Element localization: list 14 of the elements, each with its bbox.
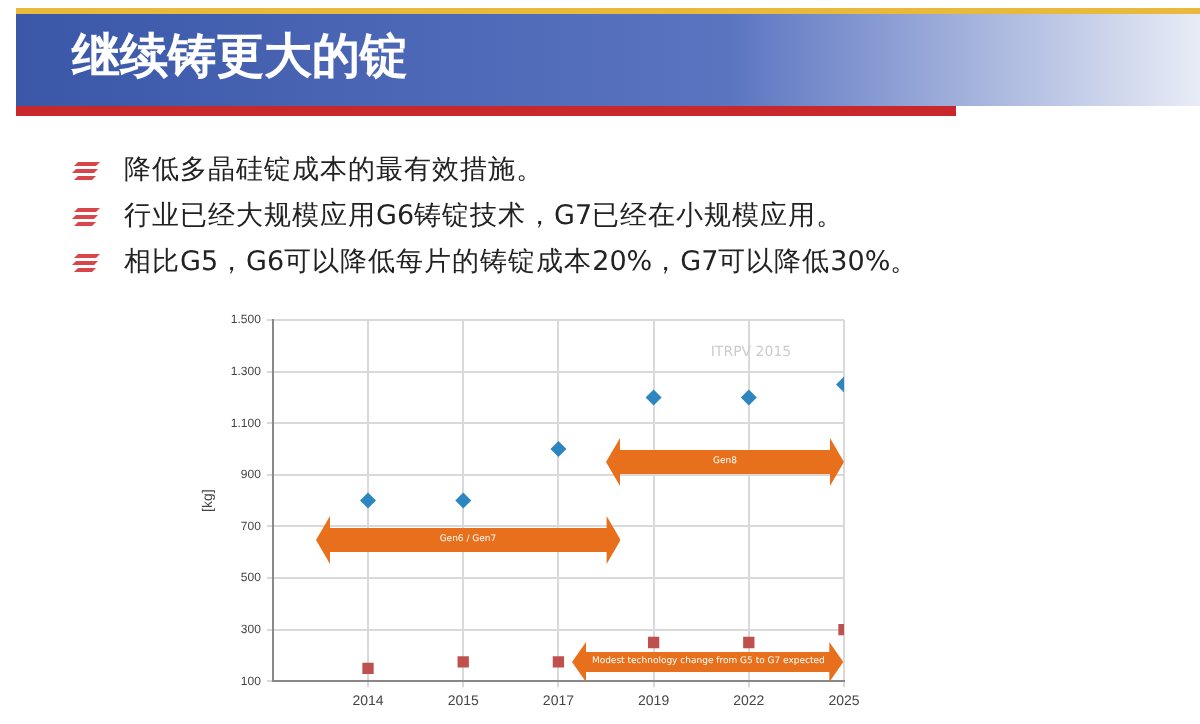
point — [647, 636, 660, 649]
point — [743, 636, 755, 649]
text: 相比G5，G6可以降低每片的铸锭成本20%，G7可以降低30%。 — [124, 244, 919, 280]
point — [455, 492, 472, 509]
text: 降低多晶硅锭成本的最有效措施。 — [124, 152, 544, 188]
point — [457, 656, 469, 668]
point — [740, 389, 757, 406]
text: 行业已经大规模应用G6铸锭技术，G7已经在小规模应用。 — [124, 198, 845, 234]
point — [645, 389, 662, 406]
point — [362, 662, 374, 674]
point — [550, 441, 567, 457]
chart-title: 继续铸更大的锭 — [72, 26, 408, 88]
point — [552, 656, 565, 668]
point — [360, 492, 377, 509]
